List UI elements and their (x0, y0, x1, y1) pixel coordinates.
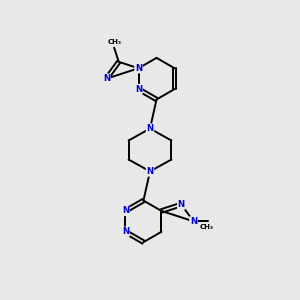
Text: N: N (122, 227, 129, 236)
Text: N: N (146, 124, 154, 133)
Text: N: N (122, 206, 129, 215)
Text: N: N (135, 64, 142, 73)
Text: CH₃: CH₃ (107, 39, 121, 45)
Text: N: N (178, 200, 185, 209)
Text: N: N (103, 74, 110, 83)
Text: N: N (135, 85, 142, 94)
Text: N: N (146, 167, 154, 176)
Text: N: N (190, 217, 197, 226)
Text: CH₃: CH₃ (200, 224, 214, 230)
